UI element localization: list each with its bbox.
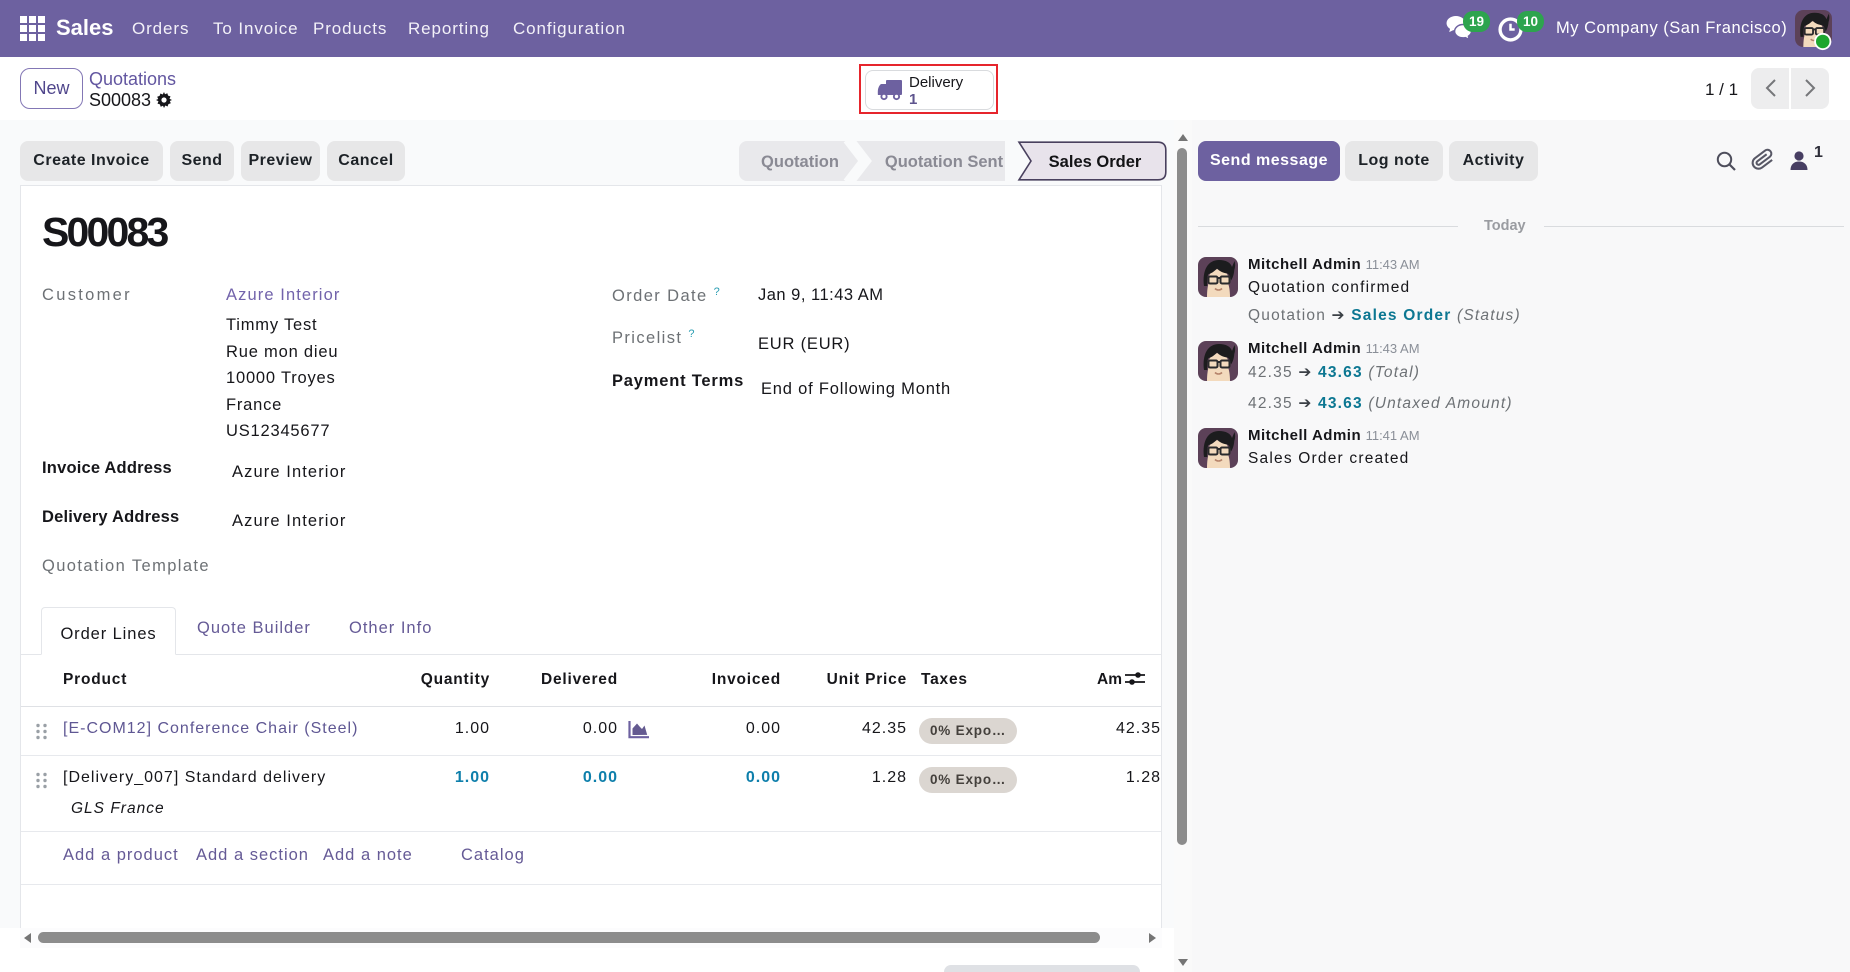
svg-text:Sales Order: Sales Order [1049, 153, 1142, 171]
svg-text:Quotation Sent: Quotation Sent [885, 153, 1004, 171]
svg-text:Quotation: Quotation [761, 153, 839, 171]
